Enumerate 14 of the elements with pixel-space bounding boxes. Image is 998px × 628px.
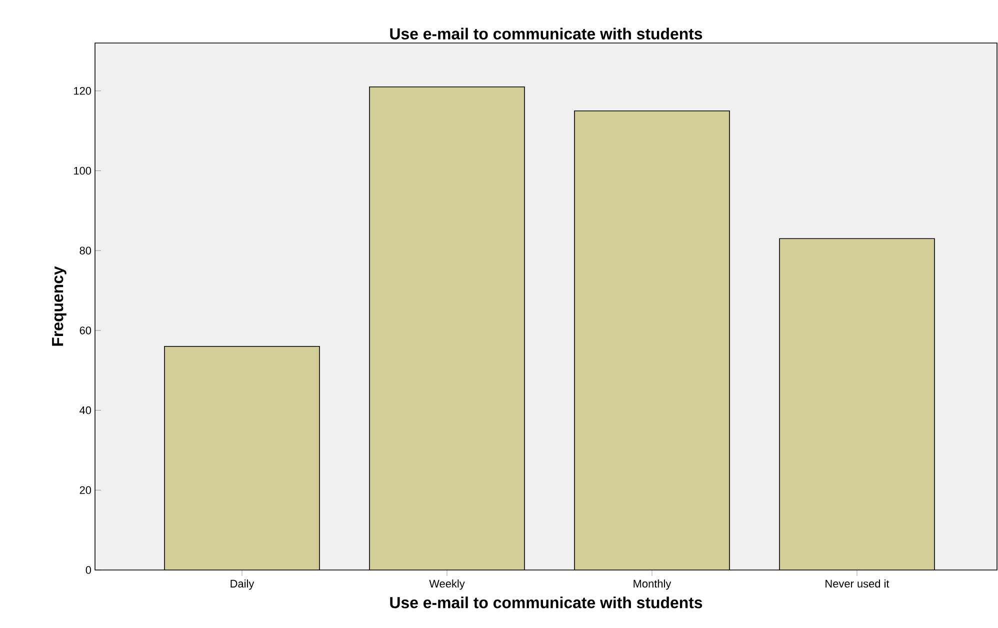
x-tick-label: Weekly [429,580,465,590]
y-tick-label: 0 [86,566,92,574]
y-axis-title: Frequency [52,266,66,346]
chart-title: Use e-mail to communicate with students [390,28,702,40]
x-axis-title: Use e-mail to communicate with students [390,596,702,608]
x-tick-label: Daily [230,580,254,590]
y-tick-label: 120 [74,87,92,95]
y-tick-label: 80 [80,246,92,254]
y-tick-label: 40 [80,406,92,414]
x-tick-label: Monthly [634,580,672,590]
y-tick-label: 60 [80,326,92,334]
x-tick-label: Never used it [826,580,890,588]
y-tick-label: 100 [74,166,92,175]
y-tick-label: 20 [80,486,92,494]
